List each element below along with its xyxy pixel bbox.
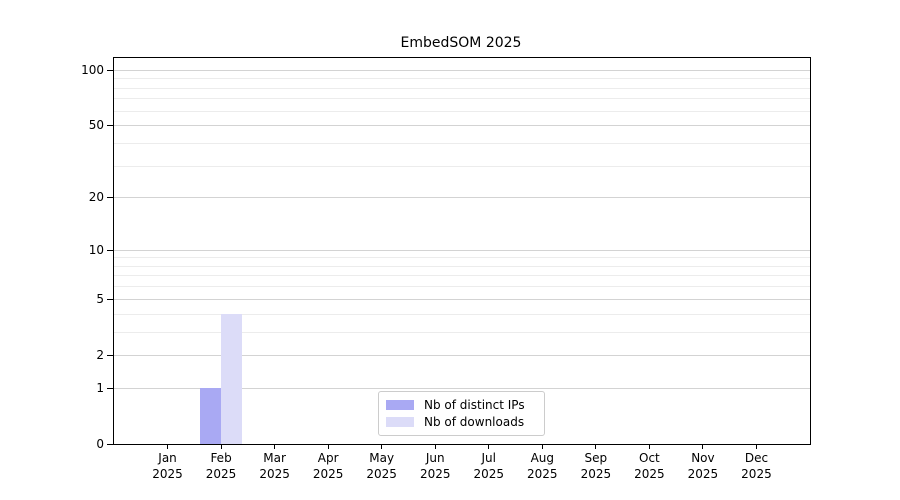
x-tick-label-line: Jan: [158, 451, 177, 465]
gridline-major: [114, 197, 810, 198]
x-tick-label: Feb 2025: [189, 450, 253, 482]
x-tick: [648, 444, 650, 449]
x-tick: [702, 444, 704, 449]
y-tick-label: 1: [96, 381, 104, 395]
x-tick-label-line: May: [369, 451, 395, 465]
x-tick-label-line: Feb: [210, 451, 232, 465]
x-tick-label: Jun 2025: [403, 450, 467, 482]
x-tick-label-line: 2025: [741, 467, 772, 481]
gridline-minor: [114, 88, 810, 89]
x-tick: [595, 444, 597, 449]
x-tick-label-line: Aug: [530, 451, 555, 465]
x-tick-label-line: 2025: [205, 467, 237, 481]
x-tick-label-line: 2025: [366, 467, 397, 481]
x-tick-label-line: 2025: [580, 467, 612, 481]
x-tick: [327, 444, 329, 449]
x-tick-label-line: 2025: [419, 467, 451, 481]
x-tick-label: Jul 2025: [457, 450, 521, 482]
x-tick: [381, 444, 383, 449]
x-tick: [488, 444, 490, 449]
bar-nb-of-distinct-ips-feb-2025: [199, 387, 222, 444]
x-tick-label-line: Jun: [425, 451, 445, 465]
y-tick: [107, 355, 113, 356]
y-tick: [107, 444, 113, 445]
y-tick: [107, 299, 113, 300]
x-tick-label-line: 2025: [687, 467, 719, 481]
legend-label-distinct-ips: Nb of distinct IPs: [424, 398, 525, 412]
x-tick-label: Nov 2025: [671, 450, 735, 482]
x-tick-label: May 2025: [350, 450, 414, 482]
x-tick-label-line: 2025: [634, 467, 665, 481]
gridline-minor: [114, 275, 810, 276]
y-tick-label: 100: [81, 63, 104, 77]
x-tick: [167, 444, 169, 449]
y-tick: [107, 250, 113, 251]
legend-swatch-distinct-ips: [386, 400, 414, 410]
y-tick-label: 0: [96, 437, 104, 451]
x-tick: [434, 444, 436, 449]
gridline-minor: [114, 257, 810, 258]
gridline-minor: [114, 143, 810, 144]
x-tick-label: Dec 2025: [724, 450, 788, 482]
x-tick-label-line: Apr: [317, 451, 339, 465]
x-tick-label-line: 2025: [259, 467, 290, 481]
gridline-minor: [114, 166, 810, 167]
y-tick-label: 10: [88, 243, 104, 257]
x-tick-label: Oct 2025: [617, 450, 681, 482]
chart-title: EmbedSOM 2025: [400, 35, 522, 51]
gridline-minor: [114, 111, 810, 112]
legend-item-distinct-ips: Nb of distinct IPs: [386, 398, 537, 412]
y-tick-label: 50: [88, 118, 104, 132]
x-tick-label: Aug 2025: [510, 450, 574, 482]
y-tick-label: 5: [96, 292, 104, 306]
gridline-major: [114, 355, 810, 356]
gridline-minor: [114, 314, 810, 315]
y-tick-label: 20: [88, 190, 104, 204]
legend-label-downloads: Nb of downloads: [424, 415, 525, 429]
legend-item-downloads: Nb of downloads: [386, 415, 537, 429]
gridline-minor: [114, 286, 810, 287]
x-tick-label-line: Mar: [263, 451, 286, 465]
x-tick-label: Mar 2025: [243, 450, 307, 482]
x-tick-label-line: 2025: [473, 467, 505, 481]
y-tick: [107, 125, 113, 126]
x-tick-label-line: 2025: [527, 467, 558, 481]
x-tick: [541, 444, 543, 449]
x-tick-label-line: Jul: [481, 451, 496, 465]
x-tick-label-line: Dec: [744, 451, 769, 465]
plot-area: Nb of distinct IPs Nb of downloads 0 1 2 5 1…: [81, 57, 811, 481]
x-tick-label-line: 2025: [152, 467, 183, 481]
y-tick-label: 2: [96, 348, 104, 362]
x-tick-label-line: 2025: [312, 467, 344, 481]
y-tick: [107, 70, 113, 71]
y-tick: [107, 388, 113, 389]
x-tick-label-line: Sep: [584, 451, 608, 465]
gridline-minor: [114, 332, 810, 333]
gridline-major: [114, 299, 810, 300]
gridline-major: [114, 125, 810, 126]
gridline-minor: [114, 78, 810, 79]
legend: Nb of distinct IPs Nb of downloads: [378, 391, 545, 436]
x-tick-label: Jan 2025: [136, 450, 200, 482]
x-tick: [220, 444, 222, 449]
gridline-major: [114, 250, 810, 251]
legend-swatch-downloads: [386, 417, 414, 427]
y-tick: [107, 197, 113, 198]
gridline-major: [114, 388, 810, 389]
x-tick-label: Sep 2025: [564, 450, 628, 482]
gridline-minor: [114, 266, 810, 267]
x-tick: [274, 444, 276, 449]
gridline-minor: [114, 98, 810, 99]
x-tick-label: Apr 2025: [296, 450, 360, 482]
x-tick-label-line: Nov: [691, 451, 715, 465]
x-tick-label-line: Oct: [639, 451, 660, 465]
x-tick: [755, 444, 757, 449]
bar-nb-of-downloads-feb-2025: [221, 313, 243, 444]
gridline-major: [114, 70, 810, 71]
